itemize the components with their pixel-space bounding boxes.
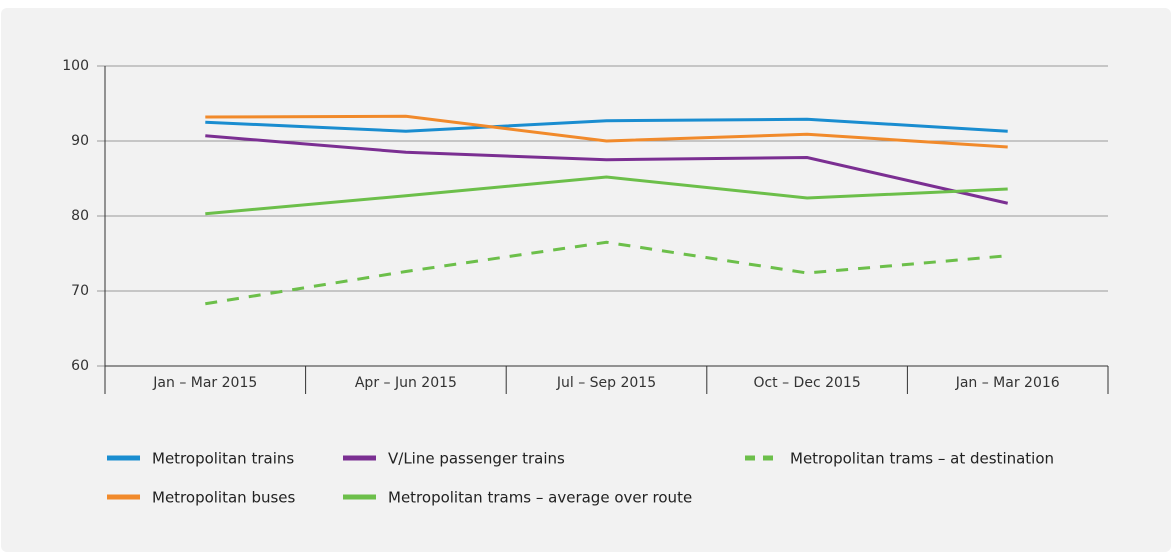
y-tick-label: 70 — [71, 283, 89, 299]
x-tick-label: Oct – Dec 2015 — [753, 375, 860, 391]
series-line — [205, 175, 1008, 216]
y-tick-label: 60 — [71, 358, 89, 374]
legend-label: V/Line passenger trains — [388, 450, 565, 468]
x-tick-label: Jan – Mar 2015 — [152, 375, 257, 391]
y-tick-label: 80 — [71, 208, 89, 224]
legend-label: Metropolitan trams – at destination — [790, 450, 1054, 468]
x-tick-label: Apr – Jun 2015 — [355, 375, 457, 391]
series-line — [205, 114, 1008, 149]
y-tick-label: 100 — [62, 58, 89, 74]
series-line — [205, 117, 1008, 133]
series-line — [205, 240, 1008, 306]
legend-label: Metropolitan trains — [152, 450, 294, 468]
x-tick-label: Jul – Sep 2015 — [556, 375, 656, 391]
series-line — [205, 134, 1009, 205]
x-tick-label: Jan – Mar 2016 — [955, 375, 1060, 391]
y-tick-label: 90 — [71, 133, 89, 149]
background — [1, 8, 1171, 552]
legend-label: Metropolitan trams – average over route — [388, 489, 692, 507]
legend-label: Metropolitan buses — [152, 489, 296, 507]
